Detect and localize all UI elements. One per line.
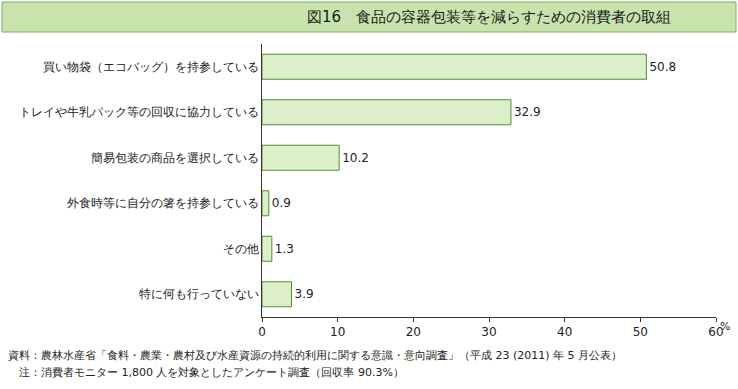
svg-text:トレイや牛乳パック等の回収に協力している: トレイや牛乳パック等の回収に協力している [19,105,259,119]
svg-text:10: 10 [330,325,345,339]
svg-text:20: 20 [406,325,421,339]
svg-text:外食時等に自分の箸を持参している: 外食時等に自分の箸を持参している [67,196,259,210]
svg-text:その他: その他 [223,242,259,256]
svg-text:50: 50 [633,325,648,339]
svg-text:%: % [720,320,730,333]
svg-text:0.9: 0.9 [272,196,291,210]
svg-text:資料：農林水産省「食料・農業・農村及び水産資源の持続的利用に: 資料：農林水産省「食料・農業・農村及び水産資源の持続的利用に関する意識・意向調査… [8,349,622,362]
svg-text:30: 30 [481,325,496,339]
svg-text:買い物袋（エコバッグ）を持参している: 買い物袋（エコバッグ）を持参している [43,60,259,74]
svg-text:10.2: 10.2 [342,151,369,165]
svg-text:60: 60 [708,325,723,339]
svg-text:図16 食品の容器包装等を減らすための消費者の取組: 図16 食品の容器包装等を減らすための消費者の取組 [307,8,671,26]
svg-text:簡易包装の商品を選択している: 簡易包装の商品を選択している [91,151,259,165]
svg-text:注：消費者モニター 1,800 人を対象としたアンケート調査: 注：消費者モニター 1,800 人を対象としたアンケート調査（回収率 90.3%… [8,366,404,379]
svg-text:3.9: 3.9 [295,287,314,301]
svg-text:特に何も行っていない: 特に何も行っていない [139,287,259,301]
svg-text:0: 0 [258,325,266,339]
svg-text:1.3: 1.3 [275,242,294,256]
svg-text:50.8: 50.8 [649,60,676,74]
svg-text:40: 40 [557,325,572,339]
svg-text:32.9: 32.9 [514,105,541,119]
